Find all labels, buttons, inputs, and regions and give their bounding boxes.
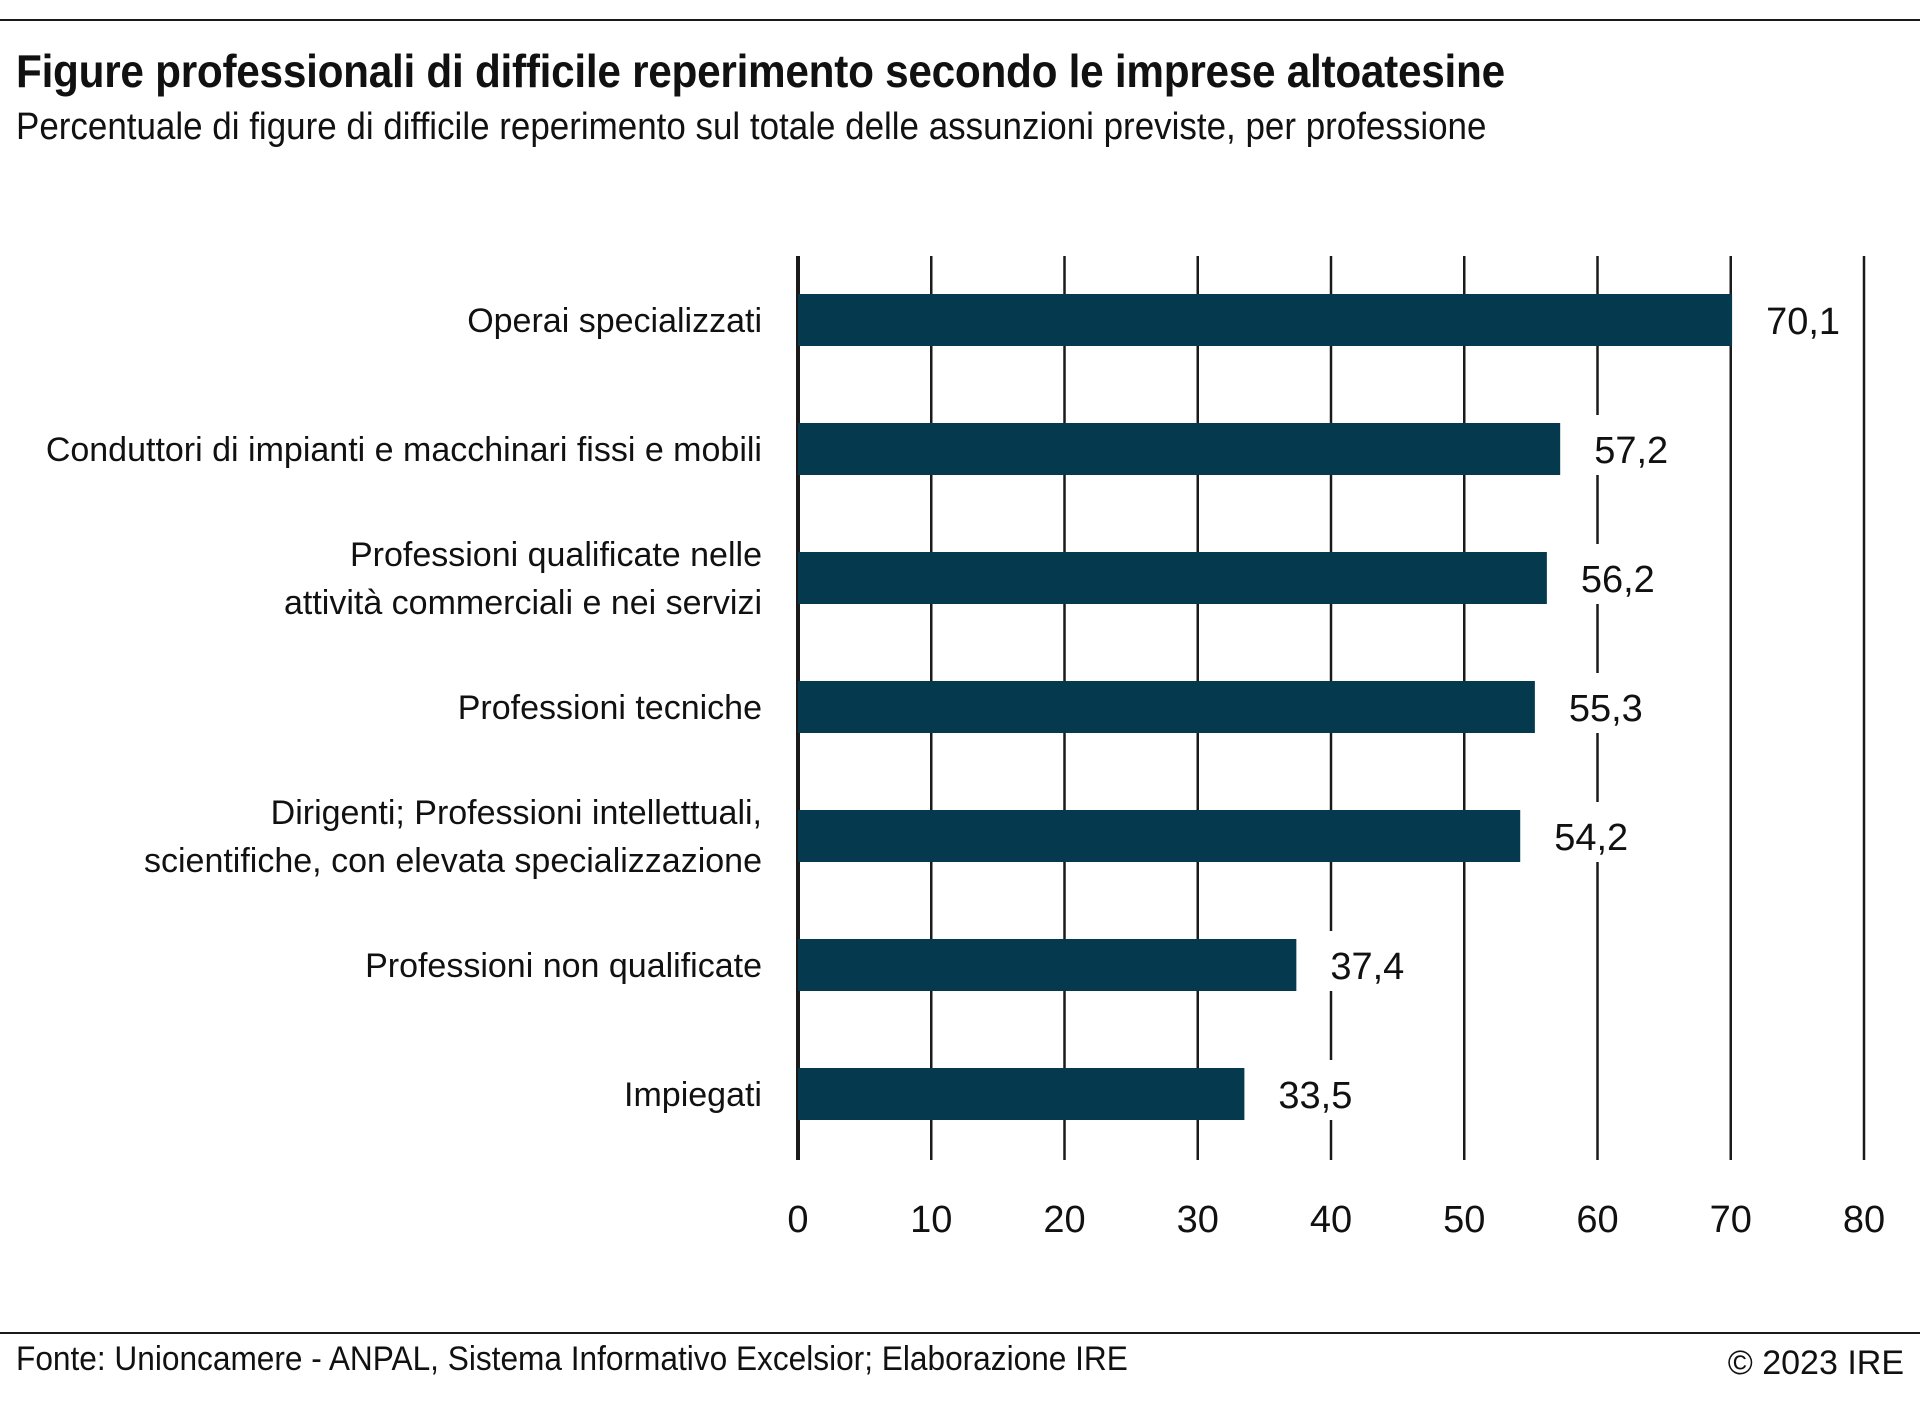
x-tick-label: 60 bbox=[1576, 1199, 1618, 1241]
category-label: Operai specializzati bbox=[467, 302, 762, 340]
bar bbox=[798, 810, 1521, 862]
category-label: scientifiche, con elevata specializzazio… bbox=[144, 842, 762, 880]
x-tick-label: 50 bbox=[1443, 1199, 1485, 1241]
bar-value-label: 37,4 bbox=[1330, 946, 1404, 988]
bottom-rule bbox=[0, 1332, 1920, 1334]
value-label-mask bbox=[1534, 802, 1643, 862]
category-label: attività commerciali e nei servizi bbox=[284, 584, 762, 622]
bar-value-label: 56,2 bbox=[1581, 559, 1655, 601]
x-tick-label: 10 bbox=[910, 1199, 952, 1241]
copyright-note: © 2023 IRE bbox=[1727, 1344, 1904, 1382]
bar-value-label: 57,2 bbox=[1594, 430, 1668, 472]
bar bbox=[798, 939, 1297, 991]
top-rule bbox=[0, 19, 1920, 21]
x-tick-label: 30 bbox=[1177, 1199, 1219, 1241]
category-label: Impiegati bbox=[624, 1076, 762, 1114]
category-label: Conduttori di impianti e macchinari fiss… bbox=[46, 431, 762, 469]
value-label-mask bbox=[1574, 415, 1683, 475]
bar-value-label: 55,3 bbox=[1569, 688, 1643, 730]
x-tick-label: 80 bbox=[1843, 1199, 1885, 1241]
bar-chart: 0 10 20 30 40 50 60 70 80 70,1 Operai specializzat… bbox=[46, 256, 1885, 1241]
value-label-mask bbox=[1310, 931, 1419, 991]
bar-value-label: 70,1 bbox=[1766, 301, 1840, 343]
bar bbox=[798, 423, 1561, 475]
bar bbox=[798, 681, 1535, 733]
bar bbox=[798, 294, 1733, 346]
chart-title: Figure professionali di difficile reperi… bbox=[16, 45, 1505, 97]
category-label: Professioni qualificate nelle bbox=[350, 536, 762, 574]
value-label-mask bbox=[1258, 1060, 1367, 1120]
x-tick-label: 0 bbox=[787, 1199, 808, 1241]
value-label-mask bbox=[1560, 544, 1669, 604]
x-tick-label: 20 bbox=[1043, 1199, 1085, 1241]
bar bbox=[798, 1068, 1245, 1120]
bar-value-label: 54,2 bbox=[1554, 817, 1628, 859]
chart-subtitle: Percentuale di figure di difficile reper… bbox=[16, 106, 1487, 148]
x-tick-label: 70 bbox=[1710, 1199, 1752, 1241]
bar bbox=[798, 552, 1547, 604]
value-label-mask bbox=[1548, 673, 1657, 733]
bar-value-label: 33,5 bbox=[1278, 1075, 1352, 1117]
x-tick-label: 40 bbox=[1310, 1199, 1352, 1241]
source-note: Fonte: Unioncamere - ANPAL, Sistema Info… bbox=[16, 1340, 1128, 1378]
category-label: Professioni tecniche bbox=[458, 689, 762, 727]
category-label: Dirigenti; Professioni intellettuali, bbox=[271, 794, 762, 832]
category-label: Professioni non qualificate bbox=[365, 947, 762, 985]
value-label-mask bbox=[1746, 286, 1855, 346]
